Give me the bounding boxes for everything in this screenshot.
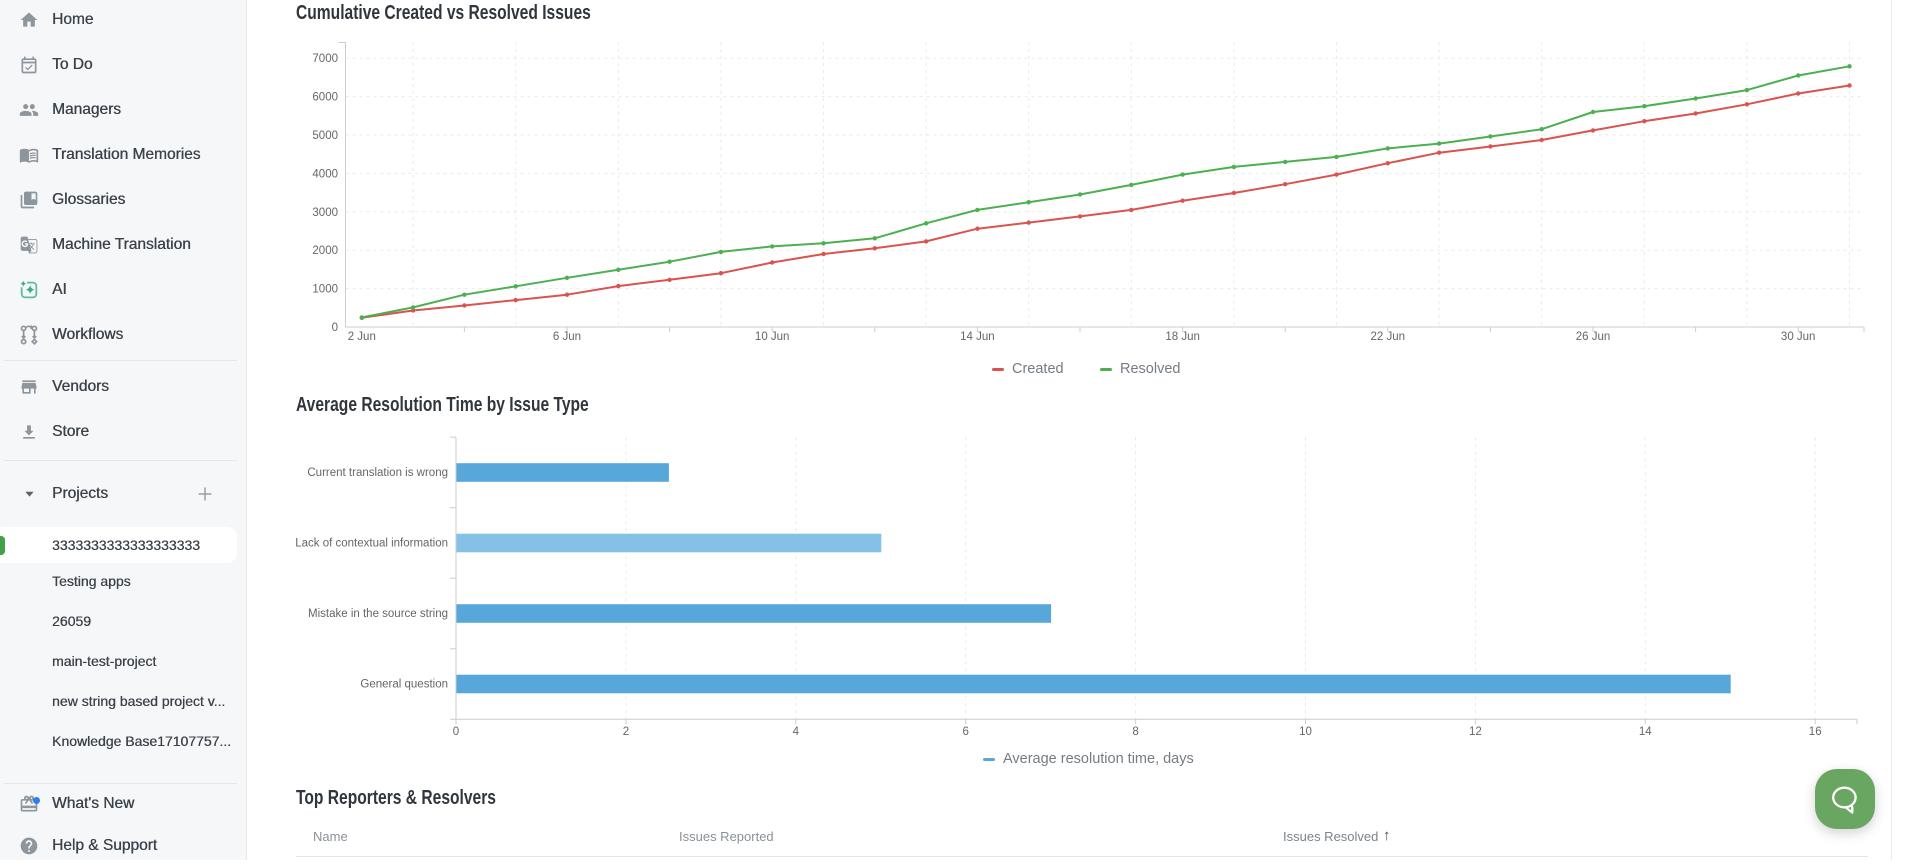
svg-text:8: 8: [1132, 726, 1138, 738]
svg-text:4000: 4000: [312, 168, 338, 180]
svg-text:14: 14: [1639, 726, 1652, 738]
svg-text:1000: 1000: [312, 284, 338, 296]
svg-text:10: 10: [1299, 726, 1312, 738]
svg-text:14 Jun: 14 Jun: [960, 331, 995, 343]
svg-text:2: 2: [623, 726, 629, 738]
svg-text:3000: 3000: [312, 207, 338, 219]
svg-text:6000: 6000: [312, 92, 338, 104]
svg-text:General question: General question: [360, 679, 448, 691]
svg-text:2000: 2000: [312, 245, 338, 257]
svg-text:12: 12: [1469, 726, 1482, 738]
svg-text:4: 4: [793, 726, 800, 738]
svg-text:22 Jun: 22 Jun: [1371, 331, 1406, 343]
svg-text:0: 0: [453, 726, 459, 738]
svg-text:0: 0: [332, 322, 338, 334]
svg-text:Current translation is wrong: Current translation is wrong: [307, 467, 448, 479]
svg-text:Mistake in the source string: Mistake in the source string: [308, 608, 448, 620]
svg-text:26 Jun: 26 Jun: [1576, 331, 1611, 343]
svg-text:10 Jun: 10 Jun: [755, 331, 790, 343]
svg-text:Lack of contextual information: Lack of contextual information: [295, 538, 448, 550]
svg-text:16: 16: [1809, 726, 1822, 738]
svg-text:2 Jun: 2 Jun: [348, 331, 376, 343]
svg-text:6: 6: [962, 726, 968, 738]
svg-text:30 Jun: 30 Jun: [1781, 331, 1816, 343]
svg-text:18 Jun: 18 Jun: [1165, 331, 1200, 343]
svg-text:5000: 5000: [312, 130, 338, 142]
svg-text:6 Jun: 6 Jun: [553, 331, 581, 343]
svg-text:7000: 7000: [312, 53, 338, 65]
